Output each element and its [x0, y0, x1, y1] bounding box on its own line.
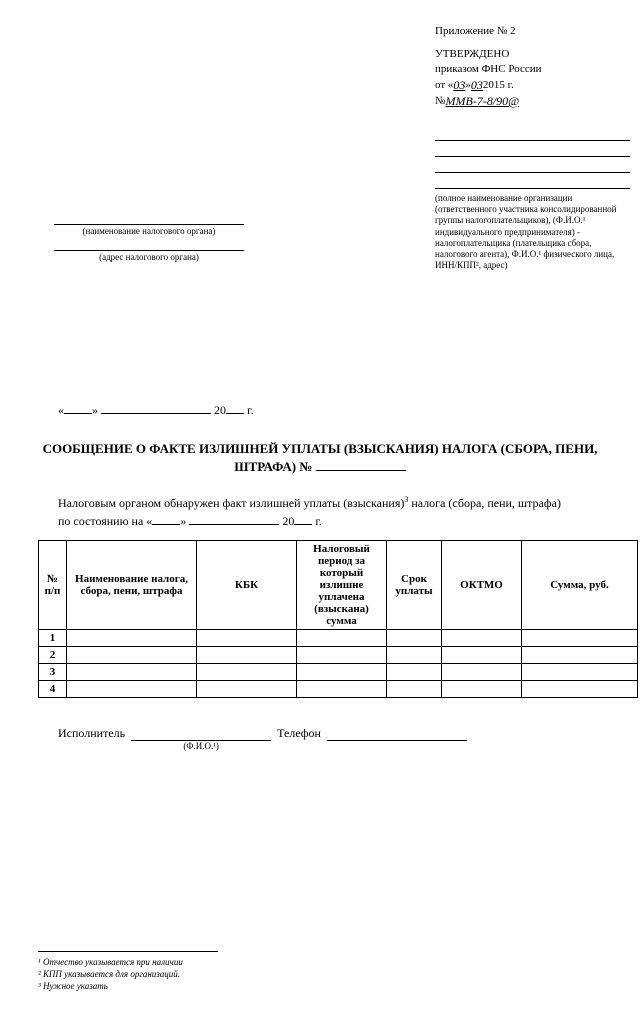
footnote-3: ³ Нужное указать: [38, 980, 218, 992]
blank-line: [435, 175, 630, 189]
no-prefix: №: [435, 94, 446, 109]
document-date-row: «» 20 г.: [58, 402, 620, 418]
table-row: 3: [39, 664, 638, 681]
cell: [297, 664, 387, 681]
row-num: 4: [39, 681, 67, 698]
cell: [522, 630, 638, 647]
footnote-2: ² КПП указывается для организаций.: [38, 968, 218, 980]
authority-name-caption: (наименование налогового органа): [54, 224, 244, 236]
table-body: 1 2 3 4: [39, 630, 638, 698]
title-line-1: СООБЩЕНИЕ О ФАКТЕ ИЗЛИШНЕЙ УПЛАТЫ (ВЗЫСК…: [20, 440, 620, 458]
order-year: 2015 г.: [483, 78, 514, 93]
cell: [522, 647, 638, 664]
col-index: № п/п: [39, 541, 67, 630]
document-title: СООБЩЕНИЕ О ФАКТЕ ИЗЛИШНЕЙ УПЛАТЫ (ВЗЫСК…: [20, 440, 620, 476]
authority-address-caption: (адрес налогового органа): [54, 250, 244, 262]
col-due: Срок уплаты: [387, 541, 442, 630]
appendix-label: Приложение № 2: [435, 24, 630, 39]
header-block: Приложение № 2 УТВЕРЖДЕНО приказом ФНС Р…: [435, 24, 630, 272]
cell: [387, 664, 442, 681]
cell: [197, 630, 297, 647]
signer-row: Исполнитель (Ф.И.О.¹) Телефон: [58, 726, 620, 741]
blank-line: [435, 159, 630, 173]
recipient-caption: (полное наименование организации (ответс…: [435, 193, 630, 272]
cell: [197, 647, 297, 664]
order-number-line: № ММВ-7-8/90@: [435, 93, 630, 109]
blank-line: [435, 143, 630, 157]
cell: [297, 647, 387, 664]
body-p2-suffix: г.: [312, 514, 322, 528]
col-sum: Сумма, руб.: [522, 541, 638, 630]
tax-authority-block: (наименование налогового органа) (адрес …: [54, 210, 244, 262]
cell: [442, 647, 522, 664]
cell: [387, 647, 442, 664]
asof-month-blank: [189, 513, 279, 525]
body-p2-prefix: по состоянию на «: [58, 514, 152, 528]
date-year-suffix: г.: [244, 403, 254, 417]
title-line-2-prefix: ШТРАФА) №: [234, 459, 315, 474]
phone-label: Телефон: [277, 726, 321, 741]
date-month-blank: [101, 402, 211, 414]
cell: [442, 681, 522, 698]
order-prefix: приказом ФНС России: [435, 62, 630, 77]
cell: [67, 664, 197, 681]
asof-year-blank: [294, 513, 312, 525]
col-kbk: КБК: [197, 541, 297, 630]
date-mid: »: [92, 403, 101, 417]
order-day: 03: [453, 77, 465, 93]
body-p1-prefix: Налоговым органом обнаружен факт излишне…: [58, 496, 404, 510]
order-date-line: от « 03 » 03 2015 г.: [435, 77, 630, 93]
cell: [297, 681, 387, 698]
signer-name-blank: (Ф.И.О.¹): [131, 727, 271, 741]
cell: [197, 664, 297, 681]
cell: [442, 630, 522, 647]
col-name: Наименование налога, сбора, пени, штрафа: [67, 541, 197, 630]
table-header-row: № п/п Наименование налога, сбора, пени, …: [39, 541, 638, 630]
body-p2-year-prefix: 20: [279, 514, 294, 528]
cell: [67, 647, 197, 664]
cell: [522, 664, 638, 681]
footnotes: ¹ Отчество указывается при наличии ² КПП…: [38, 951, 218, 992]
cell: [197, 681, 297, 698]
cell: [67, 630, 197, 647]
table-head: № п/п Наименование налога, сбора, пени, …: [39, 541, 638, 630]
footnote-1: ¹ Отчество указывается при наличии: [38, 956, 218, 968]
col-oktmo: ОКТМО: [442, 541, 522, 630]
date-day-blank: [64, 402, 92, 414]
signer-label: Исполнитель: [58, 726, 125, 741]
recipient-blank-lines: [435, 127, 630, 189]
col-period: Налоговый период за который излишне упла…: [297, 541, 387, 630]
approved-label: УТВЕРЖДЕНО: [435, 47, 630, 62]
table-row: 4: [39, 681, 638, 698]
cell: [387, 681, 442, 698]
ot-label: от «: [435, 78, 453, 93]
table-row: 1: [39, 630, 638, 647]
order-month: 03: [471, 77, 483, 93]
signer-fio-caption: (Ф.И.О.¹): [131, 741, 271, 751]
table-row: 2: [39, 647, 638, 664]
overpayment-table: № п/п Наименование налога, сбора, пени, …: [38, 540, 638, 698]
asof-day-blank: [152, 513, 180, 525]
body-p1-suffix: налога (сбора, пени, штрафа): [408, 496, 561, 510]
approval-block: УТВЕРЖДЕНО приказом ФНС России от « 03 »…: [435, 47, 630, 109]
title-line-2: ШТРАФА) №: [20, 458, 620, 476]
body-paragraph: Налоговым органом обнаружен факт излишне…: [58, 494, 600, 530]
cell: [67, 681, 197, 698]
date-year-prefix: 20: [211, 403, 226, 417]
title-number-blank: [316, 459, 406, 471]
blank-line: [435, 127, 630, 141]
cell: [387, 630, 442, 647]
row-num: 2: [39, 647, 67, 664]
order-number-handwritten: ММВ-7-8/90@: [446, 93, 520, 109]
date-year-blank: [226, 402, 244, 414]
cell: [297, 630, 387, 647]
row-num: 1: [39, 630, 67, 647]
cell: [442, 664, 522, 681]
cell: [522, 681, 638, 698]
phone-blank: [327, 727, 467, 741]
body-p2-mid: »: [180, 514, 189, 528]
row-num: 3: [39, 664, 67, 681]
